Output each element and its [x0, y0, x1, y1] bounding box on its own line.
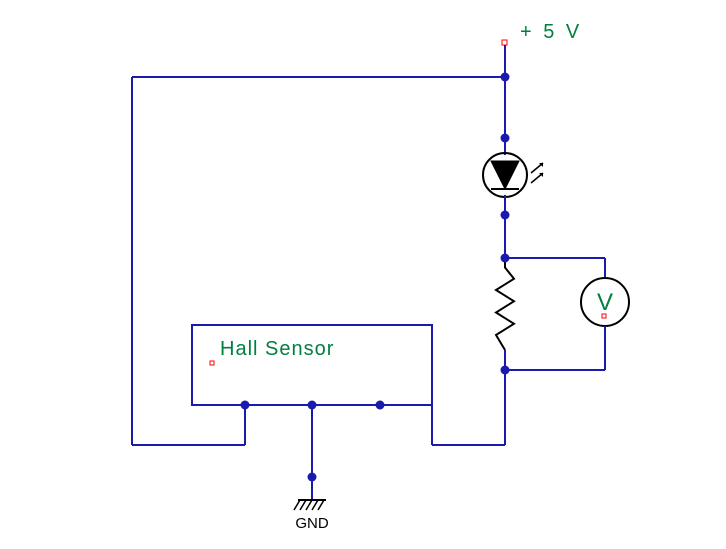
gnd-hatch — [318, 500, 324, 510]
supply-terminal-marker — [502, 40, 507, 45]
gnd-hatch — [312, 500, 318, 510]
supply-label: + 5 V — [520, 21, 582, 43]
led-triangle — [491, 161, 519, 189]
junction-node — [376, 401, 385, 410]
gnd-label: GND — [295, 515, 329, 532]
gnd-hatch — [306, 500, 312, 510]
hall-sensor-box — [192, 325, 432, 405]
gnd-hatch — [294, 500, 300, 510]
circuit-diagram: + 5 V V Hall Sensor GND — [0, 0, 726, 549]
gnd-hatch — [300, 500, 306, 510]
junction-node — [501, 254, 510, 263]
hall-marker — [210, 361, 214, 365]
hall-sensor-label: Hall Sensor — [220, 338, 334, 360]
resistor-icon — [496, 260, 514, 350]
junction-node — [241, 401, 250, 410]
voltmeter-label: V — [597, 289, 613, 316]
